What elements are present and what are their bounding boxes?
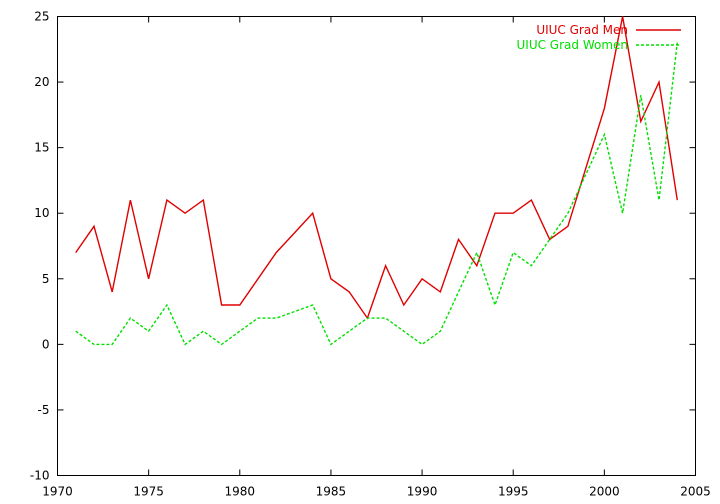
x-tick-label: 2005 xyxy=(680,485,711,499)
legend-label: UIUC Grad Men xyxy=(536,23,628,37)
series-line-men xyxy=(75,16,678,320)
y-tick-label: 15 xyxy=(34,141,49,155)
y-tick-label: 5 xyxy=(42,272,50,286)
x-tick-label: 2000 xyxy=(589,485,620,499)
y-tick-label: 0 xyxy=(42,337,50,351)
x-tick-label: 1970 xyxy=(42,485,73,499)
series-line-women xyxy=(75,42,678,346)
x-tick-label: 1980 xyxy=(225,485,256,499)
x-tick-label: 1990 xyxy=(407,485,438,499)
axis-ticks: 1970 1975 1980 1985 1990 1995 2000 2005 -10 -5 0 5 1… xyxy=(30,10,711,499)
x-tick-label: 1975 xyxy=(133,485,164,499)
x-tick-label: 1985 xyxy=(316,485,347,499)
y-tick-label: 20 xyxy=(34,75,49,89)
series-layer xyxy=(75,16,678,346)
y-tick-label: 25 xyxy=(34,10,49,24)
y-tick-label: -10 xyxy=(30,469,50,483)
x-tick-label: 1995 xyxy=(498,485,529,499)
y-tick-label: -5 xyxy=(38,403,50,417)
y-tick-label: 10 xyxy=(34,206,49,220)
legend-label: UIUC Grad Women xyxy=(517,38,629,52)
plot-frame xyxy=(57,16,696,476)
